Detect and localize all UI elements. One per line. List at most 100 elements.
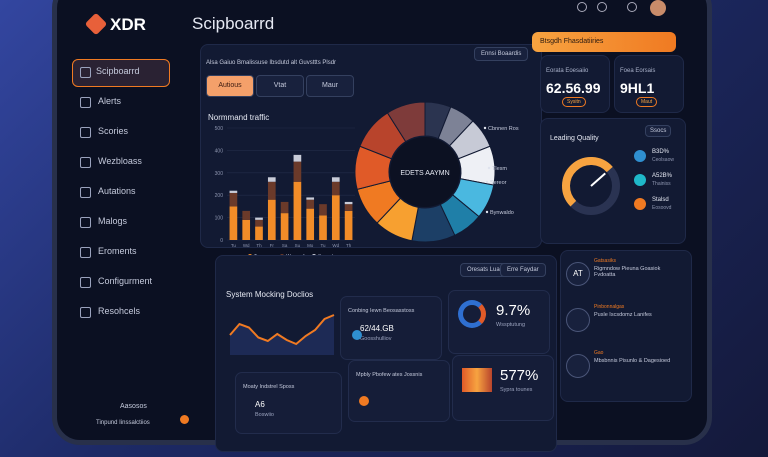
menu-icon <box>80 97 91 108</box>
annotation-dot <box>483 126 487 130</box>
event-text: Pusle Iscsdomz Lanifes <box>594 312 652 318</box>
traffic-chart: 0100200300400500TuWdThFrSaSuMoTuWdThTraW… <box>215 126 355 260</box>
x-tick-label: Th <box>256 243 262 248</box>
footer-text: Tinpund Iinssalctiios <box>96 420 150 426</box>
event-title: Pinbonnalgas <box>594 304 625 310</box>
menu-item[interactable]: Malogs <box>98 216 128 226</box>
x-tick-label: Mo <box>307 243 314 248</box>
stat-card <box>348 360 450 422</box>
event-text: Rigmndow Pieuna Goasiok Fvdoatta <box>594 266 661 278</box>
menu-item[interactable]: Configurment <box>98 276 153 286</box>
bar <box>280 213 289 240</box>
x-tick-label: Wd <box>332 243 339 248</box>
x-tick-label: Su <box>295 243 301 248</box>
bar <box>267 177 276 182</box>
gauge-needle <box>590 172 606 187</box>
avatar[interactable] <box>650 0 666 16</box>
menu-item[interactable]: Autations <box>98 186 136 196</box>
item-icon <box>634 174 646 186</box>
stat-card <box>614 55 684 113</box>
gauge-arc <box>562 157 613 207</box>
bar <box>331 195 340 240</box>
bar <box>331 177 340 182</box>
annotation-dot <box>485 210 489 214</box>
menu-item[interactable]: Scipboarrd <box>96 66 140 76</box>
item-icon <box>634 198 646 210</box>
alert-banner[interactable] <box>532 32 676 52</box>
menu-item[interactable]: Resohcels <box>98 306 141 316</box>
menu-item[interactable]: Alerts <box>98 96 122 106</box>
x-tick-label: Tu <box>320 243 326 248</box>
y-tick-label: 100 <box>215 216 224 222</box>
card-text: Boswiio <box>255 412 274 418</box>
ring-icon <box>458 300 486 328</box>
tab[interactable]: Maur <box>306 75 354 97</box>
menu-item[interactable]: Wezbloass <box>98 156 142 166</box>
y-tick-label: 500 <box>215 126 224 132</box>
x-tick-label: Th <box>346 243 352 248</box>
card-value: A6 <box>255 400 265 409</box>
stat-button[interactable]: Sysitn <box>562 97 586 107</box>
bar <box>242 210 251 220</box>
active-item[interactable] <box>72 59 170 87</box>
card-value: 577% <box>500 367 539 384</box>
x-tick-label: Fr <box>270 243 275 248</box>
icon[interactable] <box>597 2 607 12</box>
bar <box>242 219 251 240</box>
bar <box>306 208 315 240</box>
item-label: Eosoovd <box>652 205 672 211</box>
stat-label: Eorata Eoesaiio <box>546 68 589 74</box>
button[interactable]: Ennsi Boaardis <box>474 47 529 61</box>
donut-hole <box>390 137 460 207</box>
annotation: Sereor <box>490 180 507 186</box>
menu-item[interactable]: Scories <box>98 126 129 136</box>
event-text: Mbsbnnis Pisunlo & Dagesioed <box>594 358 671 364</box>
icon[interactable] <box>627 2 637 12</box>
event-icon: AT <box>566 262 590 286</box>
section-title: System Mocking Doclios <box>226 290 314 299</box>
item-label: Ceolsaow <box>652 157 674 163</box>
annotation: Cbnnen Ros <box>488 126 519 132</box>
stat-card <box>235 372 342 434</box>
chart-title: Normmand traffic <box>208 113 270 122</box>
icon[interactable] <box>577 2 587 12</box>
bar <box>344 201 353 205</box>
bar <box>267 199 276 240</box>
stat-button[interactable]: Maut <box>636 97 658 107</box>
event-icon <box>566 308 590 332</box>
line-chart <box>229 314 335 355</box>
bar <box>344 210 353 240</box>
tab[interactable]: Autious <box>206 75 254 97</box>
bar <box>229 192 238 207</box>
bar <box>255 217 263 220</box>
bar <box>344 204 353 211</box>
tab[interactable]: Vtat <box>256 75 304 97</box>
event-icon <box>566 354 590 378</box>
footer-title: Aasosos <box>120 403 147 410</box>
item-value: A52B% <box>652 173 673 179</box>
y-tick-label: 200 <box>215 193 224 199</box>
card-title: Conbing Iewn Beosasstoss <box>348 308 415 314</box>
alert-banner-text: Btsgdh Fhasdatiiries <box>540 38 604 45</box>
y-tick-label: 300 <box>215 171 224 177</box>
menu-icon <box>80 217 91 228</box>
status-dot <box>180 415 189 424</box>
card-title: Moaty Indstrel Sposs <box>243 384 295 390</box>
card-text: Wssptutung <box>496 322 526 328</box>
button[interactable]: Erre Faydar <box>500 263 546 277</box>
annotation-dot <box>487 166 491 170</box>
menu[interactable]: Ssocs <box>645 125 672 137</box>
menu-item[interactable]: Eroments <box>98 246 137 256</box>
bar <box>280 201 289 214</box>
line <box>229 314 335 346</box>
stat-value: 62.56.99 <box>546 80 601 96</box>
area <box>230 315 334 355</box>
bar <box>293 154 302 162</box>
menu-icon <box>80 247 91 258</box>
center-label: EDETS AAYMN <box>400 170 449 177</box>
bar <box>255 219 263 227</box>
item-value: Stalsd <box>652 197 669 203</box>
annotation: Tlesm <box>492 166 507 172</box>
y-tick-label: 0 <box>220 238 223 244</box>
